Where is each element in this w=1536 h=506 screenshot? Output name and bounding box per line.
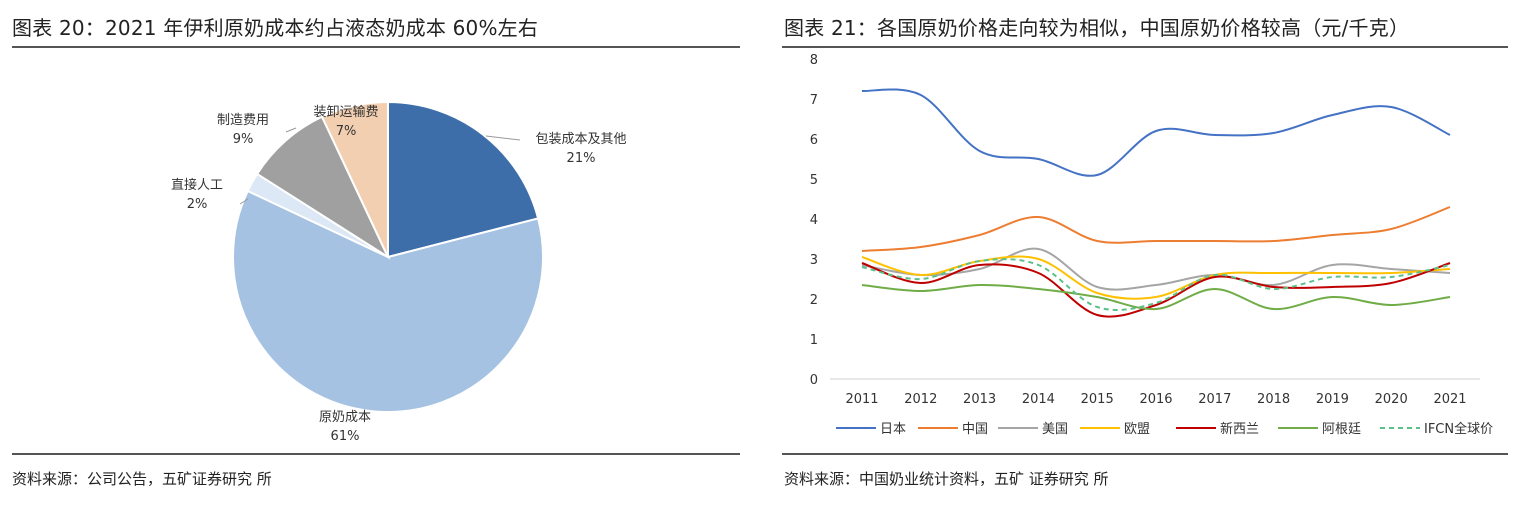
pie-slice-label: 装卸运输费	[313, 104, 378, 120]
y-tick-label: 3	[810, 253, 818, 268]
x-tick-label: 2015	[1081, 392, 1114, 407]
legend-label: 日本	[880, 422, 906, 437]
pie-slice-label: 直接人工	[171, 177, 223, 193]
pie-slice-percent: 61%	[331, 429, 360, 444]
line-chart-title: 图表 21：各国原奶价格走向较为相似，中国原奶价格较高（元/千克）	[784, 16, 1410, 40]
y-tick-label: 6	[810, 133, 818, 148]
y-tick-label: 0	[810, 373, 818, 388]
x-tick-label: 2014	[1022, 392, 1055, 407]
line-chart: 0 1 2 3 4 5 6 7 8 2011 2012 2013 2014 2015 2016 2017 201…	[810, 53, 1493, 437]
y-tick-label: 8	[810, 53, 818, 68]
pie-slice-label: 原奶成本	[319, 410, 371, 425]
legend-label: IFCN全球价	[1424, 421, 1493, 437]
x-tick-label: 2017	[1198, 392, 1231, 407]
x-tick-label: 2018	[1257, 392, 1290, 407]
x-tick-label: 2016	[1139, 392, 1172, 407]
pie-slice-label: 包装成本及其他	[535, 132, 626, 147]
x-tick-label: 2020	[1375, 392, 1408, 407]
pie-slice-percent: 21%	[567, 151, 596, 166]
pie-slice-percent: 2%	[187, 197, 208, 212]
legend-label: 阿根廷	[1322, 422, 1361, 437]
legend-label: 欧盟	[1124, 422, 1150, 437]
pie-leader-line	[285, 127, 297, 133]
y-tick-label: 4	[810, 213, 818, 228]
series-line	[861, 258, 1451, 311]
legend-label: 中国	[962, 422, 988, 437]
y-tick-label: 5	[810, 173, 818, 188]
pie-slice-label: 制造费用	[217, 113, 269, 128]
pie-chart-title: 图表 20：2021 年伊利原奶成本约占液态奶成本 60%左右	[12, 16, 539, 40]
line-bottom-rule	[782, 453, 1508, 455]
pie-slice	[232, 189, 544, 413]
series-line	[861, 283, 1451, 311]
legend-label: 新西兰	[1220, 421, 1259, 437]
pie-source-note: 资料来源：公司公告，五矿证券研究 所	[12, 470, 272, 488]
x-tick-label: 2013	[963, 392, 996, 407]
legend-label: 美国	[1042, 422, 1068, 437]
pie-bottom-rule	[12, 453, 740, 455]
y-tick-label: 2	[810, 293, 818, 308]
series-line	[861, 206, 1451, 252]
series-line	[861, 255, 1451, 300]
pie-leader-line	[485, 135, 521, 141]
x-tick-label: 2019	[1316, 392, 1349, 407]
series-line	[861, 262, 1451, 318]
y-tick-label: 7	[810, 93, 818, 108]
pie-slice	[387, 100, 540, 259]
pie-slice	[320, 100, 389, 258]
x-tick-label: 2012	[904, 392, 937, 407]
series-line	[861, 247, 1451, 291]
pie-top-rule	[12, 46, 740, 48]
pie-slice	[255, 115, 391, 260]
x-tick-label: 2021	[1433, 392, 1466, 407]
pie-chart: 包装成本及其他 21% 原奶成本 61% 直接人工 2% 制造费用 9% 装卸运输费 7%	[171, 100, 627, 444]
pie-panel: 图表 20：2021 年伊利原奶成本约占液态奶成本 60%左右 包装成本及其他 2…	[12, 16, 740, 488]
x-tick-label: 2011	[845, 392, 878, 407]
line-source-note: 资料来源：中国奶业统计资料，五矿 证券研究 所	[784, 470, 1109, 488]
line-top-rule	[782, 46, 1508, 48]
pie-leader-line	[239, 198, 249, 205]
y-tick-label: 1	[810, 333, 818, 348]
pie-slice-percent: 9%	[233, 132, 254, 147]
series-line	[861, 88, 1451, 177]
line-panel: 图表 21：各国原奶价格走向较为相似，中国原奶价格较高（元/千克） 0 1 2 3 4 5…	[768, 0, 1536, 506]
pie-slice-percent: 7%	[336, 124, 357, 139]
